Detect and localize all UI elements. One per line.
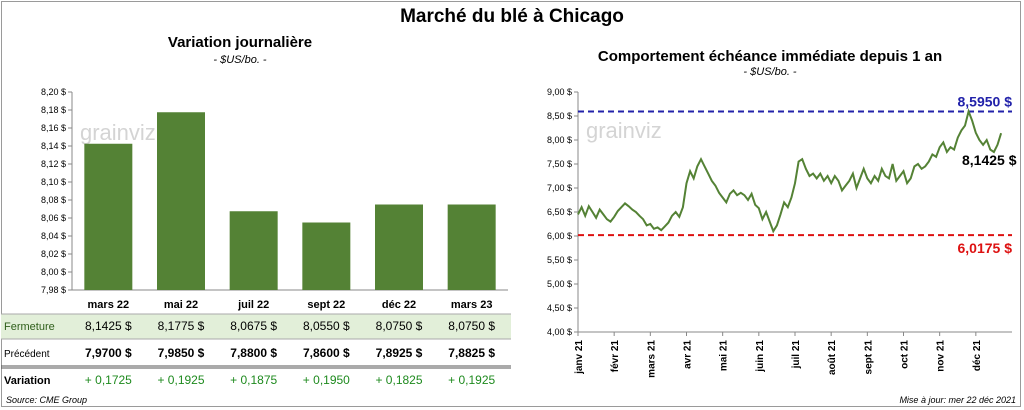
bar-y-tick-label: 8,12 $: [41, 159, 66, 169]
table-cell: 7,8925 $: [376, 346, 423, 360]
table-cell: 8,1425 $: [85, 319, 132, 333]
line-x-tick-label: déc 21: [972, 340, 983, 372]
table-row-label: Fermeture: [4, 321, 55, 333]
min-reference-label: 6,0175 $: [958, 240, 1013, 256]
bar-y-tick-label: 7,98 $: [41, 285, 66, 295]
table-cell: 8,1775 $: [158, 319, 205, 333]
bar-y-tick-label: 8,08 $: [41, 195, 66, 205]
line-x-tick-label: oct 21: [900, 340, 911, 369]
table-row-label: Variation: [4, 375, 51, 387]
bar-category-label: mai 22: [164, 299, 198, 311]
line-x-tick-label: avr 21: [683, 340, 694, 369]
line-y-tick-label: 5,00 $: [547, 279, 572, 289]
table-row-label: Précédent: [4, 349, 50, 360]
bar-6: [447, 204, 496, 290]
table-cell: 7,8825 $: [448, 346, 495, 360]
bar-category-label: juil 22: [237, 299, 269, 311]
line-y-tick-label: 4,50 $: [547, 303, 572, 313]
bar-3: [229, 211, 278, 290]
update-note: Mise à jour: mer 22 déc 2021: [899, 395, 1016, 405]
line-x-tick-label: août 21: [827, 340, 838, 375]
bar-y-tick-label: 8,02 $: [41, 249, 66, 259]
source-note: Source: CME Group: [6, 395, 88, 405]
bar-y-tick-label: 8,00 $: [41, 267, 66, 277]
bar-5: [375, 204, 423, 290]
price-series-line: [577, 108, 1003, 234]
bar-y-tick-label: 8,20 $: [41, 87, 66, 97]
line-y-tick-label: 7,50 $: [547, 159, 572, 169]
table-cell: + 0,1875: [230, 373, 277, 387]
max-reference-label: 8,5950 $: [958, 93, 1013, 109]
line-y-tick-label: 7,00 $: [547, 183, 572, 193]
bar-chart: grainviz 8,20 $ 8,18 $ 8,16 $ 8,14 $ 8,12 $ 8,…: [1, 87, 511, 387]
table-cell: 7,9700 $: [85, 346, 132, 360]
bar-y-tick-label: 8,18 $: [41, 105, 66, 115]
table-cell: + 0,1825: [375, 373, 422, 387]
line-x-tick-label: févr 21: [610, 340, 621, 373]
line-x-tick-label: juin 21: [755, 340, 766, 373]
last-price-label: 8,1425 $: [962, 152, 1017, 168]
line-x-tick-label: sept 21: [863, 340, 874, 375]
table-cell: 7,8600 $: [303, 346, 350, 360]
table-cell: 8,0750 $: [448, 319, 495, 333]
table-cell: 8,0675 $: [230, 319, 277, 333]
table-cell: + 0,1925: [157, 373, 204, 387]
bar-y-tick-label: 8,04 $: [41, 231, 66, 241]
bar-y-tick-label: 8,16 $: [41, 123, 66, 133]
line-y-tick-label: 6,50 $: [547, 207, 572, 217]
page-title: Marché du blé à Chicago: [400, 6, 624, 27]
line-chart: grainviz 9,00 $ 8,50 $ 8,00 $ 7,50 $ 7,00 $ 6,…: [547, 87, 1017, 378]
bar-chart-subtitle: - $US/bo. -: [213, 54, 267, 66]
line-chart-subtitle: - $US/bo. -: [743, 66, 797, 78]
bar-category-label: mars 22: [88, 299, 130, 311]
bar-2: [157, 112, 205, 290]
bar-1: [84, 143, 133, 290]
line-y-tick-label: 5,50 $: [547, 255, 572, 265]
bar-4: [302, 222, 351, 290]
line-y-tick-label: 9,00 $: [547, 87, 572, 97]
bar-watermark: grainviz: [80, 120, 156, 145]
bar-chart-title: Variation journalière: [167, 34, 313, 51]
table-cell: 7,8800 $: [230, 346, 277, 360]
line-y-tick-label: 4,00 $: [547, 327, 572, 337]
line-x-tick-label: nov 21: [936, 340, 947, 372]
bar-y-tick-label: 8,06 $: [41, 213, 66, 223]
line-x-tick-label: juil 21: [791, 340, 802, 370]
line-y-tick-label: 6,00 $: [547, 231, 572, 241]
bar-y-tick-label: 8,14 $: [41, 141, 66, 151]
bar-category-label: sept 22: [307, 299, 345, 311]
bar-category-label: déc 22: [382, 299, 416, 311]
line-y-tick-label: 8,00 $: [547, 135, 572, 145]
table-cell: + 0,1925: [448, 373, 495, 387]
table-cell: 8,0550 $: [303, 319, 350, 333]
line-y-tick-label: 8,50 $: [547, 111, 572, 121]
line-watermark: grainviz: [586, 118, 662, 143]
bar-y-tick-label: 8,10 $: [41, 177, 66, 187]
table-cell: 8,0750 $: [376, 319, 423, 333]
bar-category-label: mars 23: [451, 299, 493, 311]
table-row-highlight: [1, 314, 511, 339]
line-x-tick-label: janv 21: [574, 340, 585, 375]
table-cell: + 0,1725: [85, 373, 132, 387]
table-cell: 7,9850 $: [158, 346, 205, 360]
line-chart-title: Comportement échéance immédiate depuis 1…: [597, 48, 943, 65]
table-cell: + 0,1950: [303, 373, 350, 387]
line-x-tick-label: mai 21: [719, 340, 730, 372]
line-x-tick-label: mars 21: [646, 340, 657, 378]
